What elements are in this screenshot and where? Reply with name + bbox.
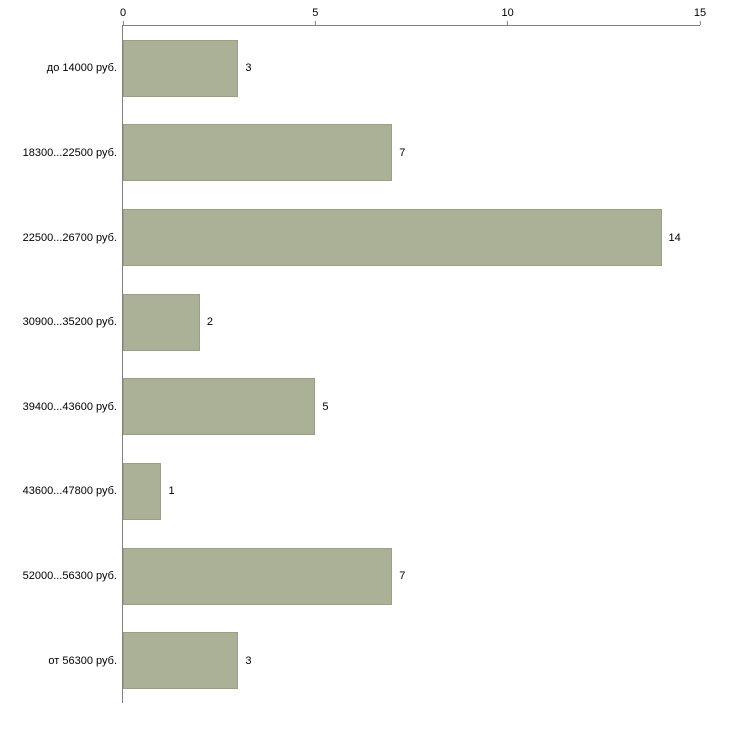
bar: [123, 124, 393, 182]
x-tick-mark: [314, 21, 316, 25]
bar-track: 5: [123, 378, 700, 436]
bar-track: 3: [123, 632, 700, 690]
bar-row: от 56300 руб. 3: [48, 618, 700, 703]
bar-row: 39400...43600 руб. 5: [23, 365, 700, 450]
category-label: до 14000 руб.: [46, 62, 117, 75]
category-label: от 56300 руб.: [48, 654, 117, 667]
value-label: 5: [322, 400, 329, 413]
bar-row: 52000...56300 руб. 7: [23, 534, 700, 619]
value-label: 7: [399, 146, 406, 159]
bar-row: до 14000 руб. 3: [47, 26, 700, 111]
value-label: 3: [245, 62, 252, 75]
x-tick-label: 10: [501, 7, 514, 19]
bar-track: 7: [123, 124, 700, 182]
bar-track: 1: [123, 462, 700, 520]
bar-row: 22500...26700 руб. 14: [23, 195, 700, 280]
category-label: 22500...26700 руб.: [22, 231, 117, 244]
category-label: 52000...56300 руб.: [22, 570, 117, 583]
x-tick: 5: [312, 7, 318, 25]
value-label: 1: [168, 485, 175, 498]
bar: [123, 462, 162, 520]
bar-row: 43600...47800 руб. 1: [23, 449, 700, 534]
value-label: 7: [399, 570, 406, 583]
x-tick-label: 15: [693, 7, 707, 19]
category-label: 43600...47800 руб.: [22, 485, 117, 498]
bar: [123, 209, 662, 267]
value-label: 3: [245, 654, 252, 667]
x-tick-mark: [699, 21, 701, 25]
category-label: 39400...43600 руб.: [22, 400, 117, 413]
bar-track: 7: [123, 547, 700, 605]
x-tick: 15: [694, 7, 706, 25]
bar-track: 2: [123, 293, 700, 351]
x-tick-mark: [507, 21, 509, 25]
bar: [123, 547, 393, 605]
category-label: 30900...35200 руб.: [22, 316, 117, 329]
x-tick: 0: [120, 7, 126, 25]
bar-row: 30900...35200 руб. 2: [23, 280, 700, 365]
x-tick-mark: [122, 21, 124, 25]
bar-row: 18300...22500 руб. 7: [23, 111, 700, 196]
bar: [123, 378, 316, 436]
bar-track: 14: [123, 209, 700, 267]
bar-track: 3: [123, 39, 700, 97]
x-tick: 10: [502, 7, 514, 25]
bar: [123, 632, 239, 690]
value-label: 2: [206, 316, 214, 329]
category-label: 18300...22500 руб.: [22, 146, 117, 159]
bar: [123, 39, 239, 97]
x-tick-label: 5: [312, 7, 319, 19]
value-label: 14: [668, 231, 681, 244]
x-tick-label: 0: [119, 7, 127, 19]
bar-rows: до 14000 руб. 3 18300...22500 руб. 7 22500..…: [23, 26, 700, 703]
plot-area: 0 5 10 15 до 14000 руб. 3 18300...22500 руб. 7…: [23, 7, 706, 703]
bar: [123, 293, 200, 351]
